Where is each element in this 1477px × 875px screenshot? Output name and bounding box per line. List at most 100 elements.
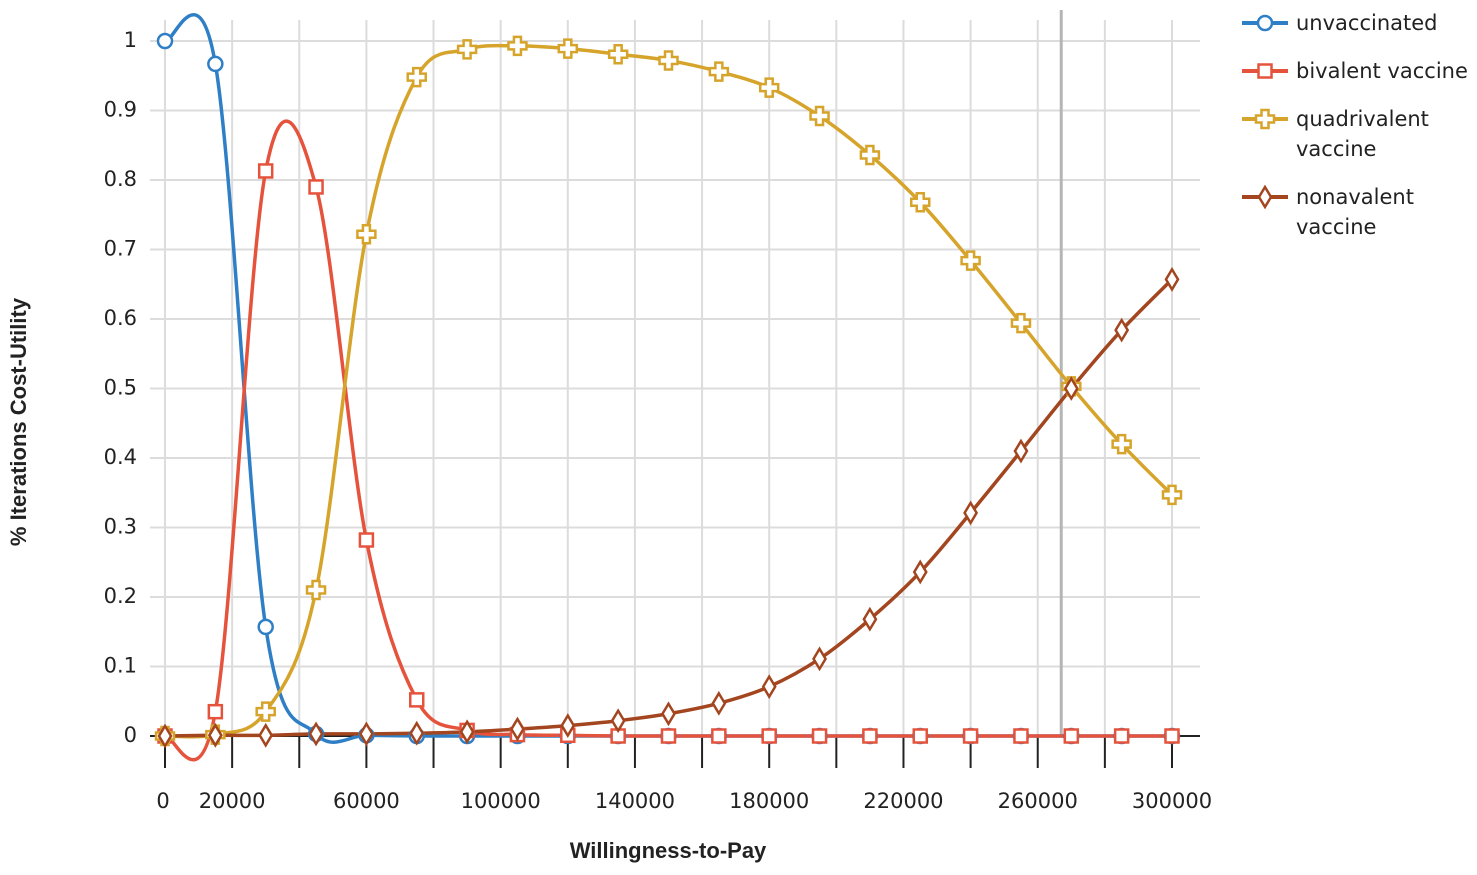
x-tick-label: 140000 <box>595 789 675 813</box>
marker <box>1111 433 1132 455</box>
x-tick-label: 20000 <box>199 789 266 813</box>
marker <box>1063 376 1079 401</box>
marker <box>1257 63 1273 79</box>
marker <box>1164 728 1180 744</box>
marker <box>862 606 878 632</box>
marker <box>156 32 174 50</box>
legend-item: bivalent vaccine <box>1240 56 1475 86</box>
marker <box>962 728 979 744</box>
x-tick-label: 260000 <box>998 789 1078 813</box>
y-tick-label: 0.8 <box>104 167 137 191</box>
legend: unvaccinated bivalent vaccine quadrivalent… <box>1240 8 1475 260</box>
marker <box>560 713 576 739</box>
y-axis-title: % Iterations Cost-Utility <box>6 297 31 546</box>
legend-icon <box>1242 63 1288 79</box>
marker <box>809 105 830 127</box>
marker <box>1257 184 1273 210</box>
marker <box>1254 108 1276 130</box>
marker <box>509 716 525 742</box>
marker <box>207 703 224 720</box>
marker <box>607 43 629 65</box>
marker <box>459 719 475 745</box>
marker <box>610 708 626 734</box>
marker <box>859 144 881 166</box>
marker <box>358 532 375 548</box>
y-tick-label: 0.5 <box>104 376 137 400</box>
marker <box>761 728 777 744</box>
marker <box>761 674 777 700</box>
y-tick-label: 1 <box>124 28 137 52</box>
marker <box>409 692 425 708</box>
legend-item: unvaccinated <box>1240 8 1475 38</box>
y-tick-label: 0.4 <box>104 445 137 469</box>
marker <box>963 500 979 526</box>
marker <box>406 66 427 88</box>
series-line <box>164 13 1172 744</box>
marker <box>960 250 981 271</box>
marker <box>157 723 173 749</box>
marker <box>660 728 677 744</box>
marker <box>1063 728 1080 744</box>
marker <box>557 38 579 59</box>
marker <box>812 646 828 672</box>
x-tick-label: 0 <box>156 789 169 813</box>
marker <box>356 223 377 245</box>
legend-label: unvaccinated <box>1296 11 1438 35</box>
marker <box>409 720 425 746</box>
marker <box>257 163 274 179</box>
marker <box>1256 14 1274 32</box>
marker <box>257 618 274 636</box>
marker <box>1010 312 1032 334</box>
x-tick-label: 300000 <box>1132 789 1212 813</box>
legend-item: nonavalent vaccine <box>1240 182 1475 242</box>
marker <box>758 77 780 98</box>
marker <box>308 721 324 747</box>
y-tick-label: 0.9 <box>104 98 137 122</box>
marker <box>912 728 928 744</box>
legend-label: quadrivalent vaccine <box>1296 107 1429 161</box>
grid <box>150 20 1200 736</box>
marker <box>912 559 928 585</box>
marker <box>507 35 528 57</box>
marker <box>711 690 727 716</box>
x-axis-title: Willingness-to-Pay <box>570 838 767 863</box>
marker <box>1114 317 1130 343</box>
marker <box>456 39 478 60</box>
legend-label: nonavalent vaccine <box>1296 185 1414 239</box>
y-tick-label: 0.3 <box>104 515 137 539</box>
x-tick-label: 100000 <box>461 789 541 813</box>
marker <box>1161 484 1183 506</box>
marker <box>811 728 828 744</box>
marker <box>305 579 327 601</box>
marker <box>207 722 223 748</box>
marker <box>308 179 324 195</box>
marker <box>1164 266 1180 292</box>
legend-icon <box>1242 14 1288 32</box>
marker <box>711 728 727 744</box>
legend-icon <box>1242 184 1288 210</box>
x-tick-label: 180000 <box>729 789 809 813</box>
marker <box>1013 728 1029 744</box>
marker <box>910 191 931 213</box>
marker <box>658 50 679 71</box>
legend-item: quadrivalent vaccine <box>1240 104 1475 164</box>
legend-label: bivalent vaccine <box>1296 59 1468 83</box>
x-tick-label: 220000 <box>863 789 943 813</box>
y-tick-label: 0.2 <box>104 584 137 608</box>
marker <box>862 728 878 744</box>
marker <box>1113 728 1130 744</box>
marker <box>661 701 676 727</box>
legend-icon <box>1242 108 1288 130</box>
chart: Willingness-to-Pay % Iterations Cost-Uti… <box>6 10 1212 863</box>
marker <box>708 61 730 82</box>
marker <box>207 55 224 73</box>
y-tick-label: 0.1 <box>104 654 137 678</box>
marker <box>255 701 276 722</box>
x-tick-label: 60000 <box>333 789 400 813</box>
marker <box>258 722 274 748</box>
y-tick-label: 0.6 <box>104 306 137 330</box>
y-tick-label: 0 <box>124 723 137 747</box>
marker <box>1013 438 1029 464</box>
y-tick-label: 0.7 <box>104 237 137 261</box>
